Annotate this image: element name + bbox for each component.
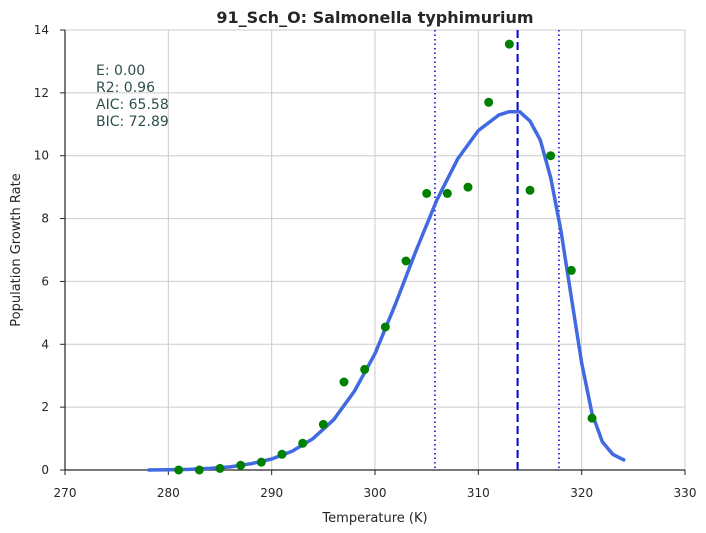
data-point-10 [380,322,390,332]
data-point-20 [587,413,597,423]
x-tick-label-5: 320 [570,486,593,500]
chart-title: 91_Sch_O: Salmonella typhimurium [216,8,533,27]
x-axis-label: Temperature (K) [321,511,427,526]
y-axis-label: Population Growth Rate [9,173,24,326]
x-tick-label-1: 280 [157,486,180,500]
data-point-13 [442,188,452,198]
data-point-15 [484,97,494,107]
y-tick-label-7: 14 [34,23,49,37]
x-tick-label-2: 290 [260,486,283,500]
annotation-r2: R2: 0.96 [96,80,155,96]
data-point-7 [318,419,328,429]
y-tick-label-4: 8 [41,212,49,226]
fit-curve-group [147,109,626,472]
data-point-14 [463,182,473,192]
x-tick-label-3: 300 [364,486,387,500]
y-tick-label-6: 12 [34,86,49,100]
vertical-lines [434,30,560,470]
data-point-0 [174,465,184,475]
y-tick-label-3: 6 [41,274,49,288]
data-point-19 [566,265,576,275]
y-tick-label-0: 0 [41,463,49,477]
data-point-17 [525,185,535,195]
y-tick-label-1: 2 [41,400,49,414]
data-point-8 [339,377,349,387]
data-point-5 [277,449,287,459]
annotation-aic: AIC: 65.58 [96,97,169,113]
x-tick-label-4: 310 [467,486,490,500]
data-point-16 [504,39,514,49]
data-point-18 [546,151,556,161]
data-point-11 [401,256,411,266]
data-point-4 [256,457,266,467]
x-tick-label-6: 330 [674,486,697,500]
annotation-bic: BIC: 72.89 [96,114,169,130]
data-point-12 [422,188,432,198]
y-tick-label-5: 10 [34,149,49,163]
axes: 270 280 290 300 310 320 330 0 2 4 6 8 10 12 14 [34,23,697,500]
data-point-6 [298,438,308,448]
y-tick-label-2: 4 [41,337,49,351]
data-point-9 [360,364,370,374]
fit-curve [147,109,626,472]
data-points [174,39,597,475]
data-point-3 [236,460,246,470]
data-point-1 [194,465,204,475]
data-point-2 [215,463,225,473]
x-tick-label-0: 270 [54,486,77,500]
annotation-e: E: 0.00 [96,63,145,79]
grid [65,29,686,470]
